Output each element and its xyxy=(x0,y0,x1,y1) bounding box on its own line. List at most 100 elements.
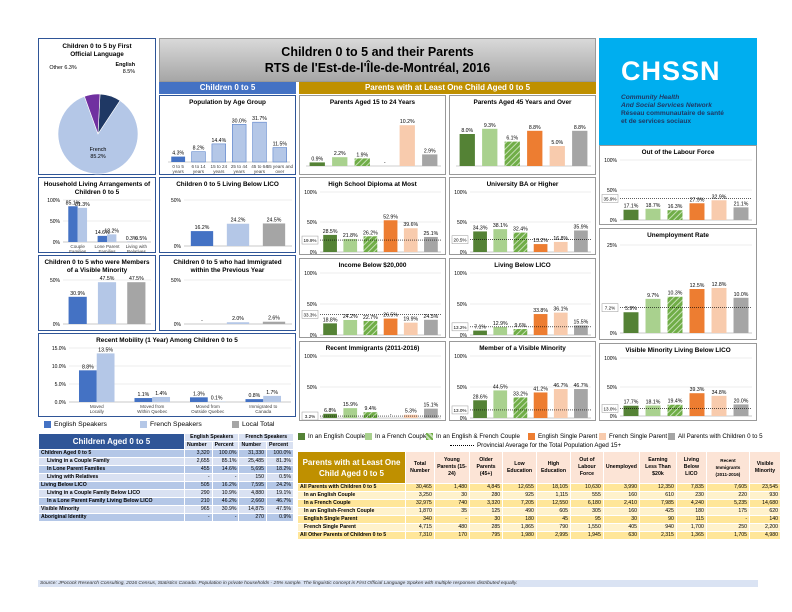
table-cell: 150 xyxy=(238,473,268,482)
uni-y-tick: 50% xyxy=(457,220,468,226)
pie-label-english-value: 8.5% xyxy=(123,69,135,75)
hs-chart-svg: 100% 50% 0% 28.5% 21.8% 26.2% 52.9% 39.6% 25.1% 1… xyxy=(301,190,441,256)
inc-bar xyxy=(403,322,418,335)
mob-y-tick: 0.0% xyxy=(55,400,67,406)
inc-provincial-label: 33.3% xyxy=(303,312,316,317)
vm-bar xyxy=(68,296,87,324)
table-row-label: Living Below LICO xyxy=(38,481,185,490)
age-data-label: 4.3% xyxy=(172,151,184,157)
olf-bar xyxy=(733,207,749,220)
p15-data-label: 2.2% xyxy=(334,151,346,157)
mob-data-label: 8.8% xyxy=(82,364,94,370)
hh-bar xyxy=(77,207,88,242)
mob-y-tick: 10.0% xyxy=(52,364,67,370)
olf-provincial-label: 35.9% xyxy=(603,196,616,201)
pvm-data-label: 33.2% xyxy=(513,391,528,397)
table-cell: - xyxy=(184,513,213,522)
pvm-data-label: 46.7% xyxy=(574,383,589,389)
parents-table: Parents with at Least One Child Aged 0 t… xyxy=(297,451,781,540)
p15-data-label: 1.9% xyxy=(356,152,368,158)
hs-chart-panel: High School Diploma at Most 100% 50% 0% 28.5… xyxy=(299,177,446,256)
rimm-data-label: 15.1% xyxy=(424,403,439,409)
vmlico-bar xyxy=(689,393,705,416)
table-cell: 4,715 xyxy=(405,523,435,532)
table-row-label: Living in a Couple Family Below LICO xyxy=(38,489,185,498)
hs-data-label: 28.5% xyxy=(323,229,338,235)
inc-bar xyxy=(343,319,358,335)
age-chart-panel: Population by Age Group 4.3% 0 to 5 years 8.… xyxy=(159,95,296,175)
pvm-chart-panel: Member of a Visible Minority 100% 50% 0% 28.… xyxy=(449,341,596,422)
plico-y-tick: 0% xyxy=(460,333,468,339)
vm-chart-panel: Children 0 to 5 who were Members of a Vi… xyxy=(38,255,156,331)
mob-x-tick: Moved from xyxy=(196,404,220,409)
table-row-label: Aboriginal Identity xyxy=(38,513,185,522)
vmlico-provincial-label: 13.0% xyxy=(603,406,616,411)
table-cell: 610 xyxy=(638,491,677,500)
table-cell: 100.0% xyxy=(211,449,240,458)
table-cell: 965 xyxy=(184,505,213,514)
vmlico-bar xyxy=(645,405,661,416)
plico-provincial-label: 13.2% xyxy=(453,325,466,330)
table-cell: 480 xyxy=(433,523,471,532)
table-cell: 7,605 xyxy=(705,483,751,492)
table-cell: 7,205 xyxy=(502,499,537,508)
table-cell: 2,995 xyxy=(535,531,572,540)
hh-bar xyxy=(107,234,117,242)
table-row: All Other Parents of Children 0 to 5 7,31… xyxy=(297,531,781,540)
age-bar xyxy=(191,151,206,163)
olf-chart-svg: 100% 50% 0% 17.1% 18.7% 16.3% 27.9% 32.9% 21.1% 3… xyxy=(601,158,752,224)
age-data-label: 14.4% xyxy=(211,138,226,144)
vmlico-y-tick: 0% xyxy=(610,414,618,420)
rimm-chart-panel: Recent Immigrants (2011-2016)100%50%0%6.… xyxy=(299,341,446,422)
table-cell: 18.2% xyxy=(266,465,294,474)
mob-data-label: 1.1% xyxy=(137,392,149,398)
table-cell: 81.3% xyxy=(266,457,294,466)
pvm-provincial-label: 13.0% xyxy=(453,408,466,413)
table-row-label: Living with Relatives xyxy=(38,473,185,482)
uni-data-label: 13.2% xyxy=(533,238,548,244)
pvm-data-label: 46.7% xyxy=(553,383,568,389)
hs-provincial-label: 19.9% xyxy=(303,238,316,243)
pvm-data-label: 41.2% xyxy=(533,386,548,392)
table-cell: 4,240 xyxy=(675,499,707,508)
rimm-data-label: - xyxy=(390,412,392,418)
logo-line4: et de services sociaux xyxy=(621,118,692,125)
unemp-data-label: 10.0% xyxy=(734,292,749,298)
table-cell: 220 xyxy=(705,491,751,500)
vmlico-chart-svg: 100% 50% 0% 17.7% 18.1% 19.4% 39.3% 34.8% 20.0% 1… xyxy=(601,356,752,420)
p45-data-label: 8.8% xyxy=(574,125,586,131)
pvm-y-tick: 50% xyxy=(457,385,468,391)
children-table-sub: Number xyxy=(184,441,213,450)
p15-data-label: 0.9% xyxy=(311,156,323,162)
hh-y-tick: 50% xyxy=(50,219,61,225)
uni-data-label: 32.4% xyxy=(513,227,528,233)
hh-data-label: 85.1% xyxy=(66,200,81,206)
mob-y-tick: 5.0% xyxy=(55,382,67,388)
page-title: Children 0 to 5 and their Parents xyxy=(281,45,474,59)
hs-chart-title: High School Diploma at Most xyxy=(328,181,417,188)
table-row-label: Visible Minority xyxy=(38,505,185,514)
children-table: Children Aged 0 to 5 English Speakers Fr… xyxy=(38,433,294,522)
lico-chart-svg: 50% 0% 16.2% 24.2% 24.5% xyxy=(171,198,292,250)
pie-slice-french xyxy=(57,95,139,175)
inc-y-tick: 100% xyxy=(304,271,317,277)
imm-data-label: - xyxy=(201,318,203,324)
table-cell: 930 xyxy=(749,491,781,500)
plico-data-label: 36.1% xyxy=(553,307,568,313)
hh-chart-title: Household Living Arrangements of Childre… xyxy=(43,181,151,196)
rimm-bar xyxy=(363,412,378,418)
table-cell: 100.0% xyxy=(266,449,294,458)
table-row: French Single Parent 4,715 480 285 1,865 790 1… xyxy=(297,523,781,532)
pvm-chart-svg: 100% 50% 0% 28.6% 44.5% 33.2% 41.2% 46.7% 46.7% 1… xyxy=(451,354,591,422)
uni-bar xyxy=(553,241,568,252)
table-cell: 5,235 xyxy=(705,499,751,508)
children-section-header: Children 0 to 5 xyxy=(159,82,296,94)
table-cell: 3,990 xyxy=(602,483,640,492)
uni-bar xyxy=(493,229,508,252)
rimm-chart-title: Recent Immigrants (2011-2016) xyxy=(325,345,420,352)
mob-data-label: 13.5% xyxy=(98,347,113,353)
hh-data-label: 18.2% xyxy=(104,228,119,234)
vmlico-data-label: 39.3% xyxy=(690,387,705,393)
vm-data-label: 47.5% xyxy=(129,276,144,282)
